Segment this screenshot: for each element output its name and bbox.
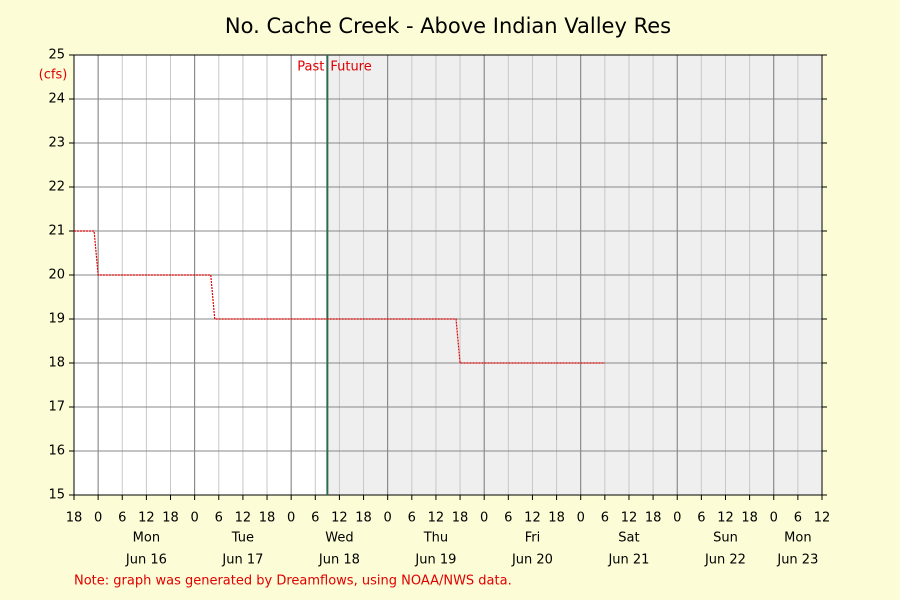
x-tick-label: 18 (645, 511, 662, 526)
future-label: Future (330, 60, 371, 75)
x-tick-label: 12 (331, 511, 348, 526)
x-tick-label: 18 (162, 511, 179, 526)
weekday-label: Tue (231, 531, 254, 546)
date-label: Jun 18 (318, 553, 360, 568)
date-label: Jun 21 (607, 553, 649, 568)
y-tick-label: 15 (48, 488, 65, 503)
x-tick-label: 12 (717, 511, 734, 526)
x-tick-label: 18 (741, 511, 758, 526)
date-label: Jun 23 (776, 553, 818, 568)
x-tick-label: 0 (770, 511, 778, 526)
y-tick-label: 17 (48, 400, 65, 415)
footnote: Note: graph was generated by Dreamflows,… (74, 574, 512, 589)
date-label: Jun 20 (511, 553, 553, 568)
x-tick-label: 6 (697, 511, 705, 526)
x-tick-label: 0 (384, 511, 392, 526)
x-tick-label: 0 (94, 511, 102, 526)
weekday-label: Sun (713, 531, 738, 546)
y-tick-label: 16 (48, 444, 65, 459)
chart-title: No. Cache Creek - Above Indian Valley Re… (225, 14, 671, 38)
weekday-label: Fri (525, 531, 541, 546)
y-tick-label: 19 (48, 312, 65, 327)
x-tick-label: 18 (548, 511, 565, 526)
x-tick-label: 6 (504, 511, 512, 526)
y-tick-label: 20 (48, 268, 65, 283)
x-tick-label: 12 (621, 511, 638, 526)
x-tick-label: 12 (138, 511, 155, 526)
y-tick-label: 25 (48, 48, 65, 63)
past-label: Past (297, 60, 324, 75)
date-label: Jun 16 (125, 553, 167, 568)
x-tick-label: 12 (524, 511, 541, 526)
x-tick-label: 6 (408, 511, 416, 526)
weekday-label: Mon (784, 531, 811, 546)
x-tick-label: 12 (235, 511, 252, 526)
x-tick-label: 0 (287, 511, 295, 526)
y-tick-label: 22 (48, 180, 65, 195)
weekday-label: Thu (423, 531, 448, 546)
data-line (74, 230, 605, 364)
y-tick-label: 24 (48, 92, 65, 107)
date-label: Jun 19 (414, 553, 456, 568)
x-tick-label: 6 (794, 511, 802, 526)
weekday-label: Wed (325, 531, 353, 546)
y-tick-label: 21 (48, 224, 65, 239)
x-tick-label: 0 (480, 511, 488, 526)
x-tick-label: 18 (355, 511, 372, 526)
x-tick-label: 18 (452, 511, 469, 526)
weekday-label: Sat (618, 531, 639, 546)
y-tick-label: 23 (48, 136, 65, 151)
x-tick-label: 12 (428, 511, 445, 526)
y-tick-label: 18 (48, 356, 65, 371)
x-tick-label: 12 (814, 511, 831, 526)
x-tick-label: 18 (259, 511, 276, 526)
date-label: Jun 22 (704, 553, 746, 568)
x-tick-label: 6 (215, 511, 223, 526)
x-tick-label: 18 (66, 511, 83, 526)
x-tick-label: 0 (577, 511, 585, 526)
x-tick-label: 6 (118, 511, 126, 526)
date-label: Jun 17 (221, 553, 263, 568)
y-axis-label: (cfs) (39, 68, 68, 83)
x-tick-label: 6 (601, 511, 609, 526)
x-tick-label: 0 (191, 511, 199, 526)
plot-frame (73, 54, 823, 496)
weekday-label: Mon (133, 531, 160, 546)
x-tick-label: 6 (311, 511, 319, 526)
x-tick-label: 0 (673, 511, 681, 526)
